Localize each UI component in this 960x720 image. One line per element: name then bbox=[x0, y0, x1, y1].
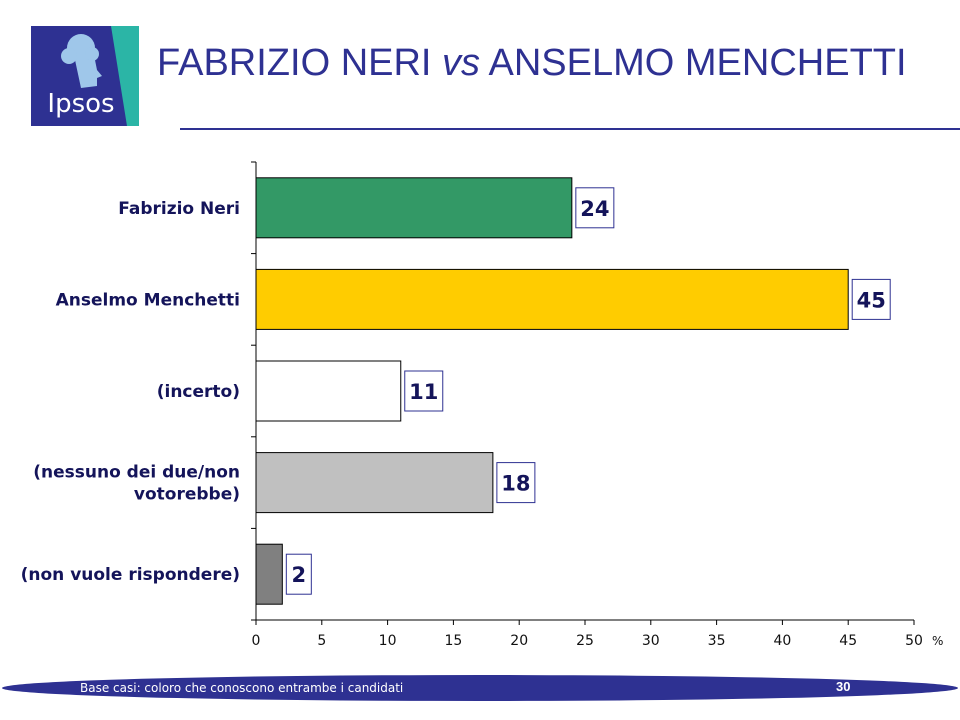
x-tick-label: 50 bbox=[905, 633, 923, 649]
category-label: (nessuno dei due/non bbox=[33, 463, 240, 483]
data-label: 45 bbox=[857, 288, 886, 312]
x-axis-unit: % bbox=[932, 634, 943, 648]
page-title: FABRIZIO NERI vs ANSELMO MENCHETTI bbox=[157, 40, 907, 86]
category-label: votorebbe) bbox=[134, 485, 240, 505]
x-tick-label: 40 bbox=[773, 633, 791, 649]
data-label-box bbox=[404, 370, 444, 412]
title-underline bbox=[180, 128, 960, 130]
data-label-box bbox=[496, 462, 536, 504]
footer-band bbox=[2, 675, 958, 701]
x-tick-label: 10 bbox=[379, 633, 397, 649]
bar bbox=[255, 452, 494, 514]
footer-ellipse bbox=[2, 675, 958, 701]
bar bbox=[255, 177, 573, 239]
bar bbox=[255, 268, 849, 330]
data-label: 24 bbox=[580, 197, 609, 221]
x-tick-label: 20 bbox=[510, 633, 528, 649]
base-note: Base casi: coloro che conoscono entrambe… bbox=[80, 681, 404, 695]
x-tick-label: 45 bbox=[839, 633, 857, 649]
x-tick-label: 35 bbox=[708, 633, 726, 649]
bar-chart: 0 5 10 15 20 25 30 35 40 45 50 % Fabrizio Neri 24 Anse… bbox=[21, 161, 943, 649]
category-label: (non vuole rispondere) bbox=[21, 565, 240, 585]
category-label: Fabrizio Neri bbox=[118, 199, 240, 219]
category-label: (incerto) bbox=[157, 382, 240, 402]
x-tick-label: 5 bbox=[317, 633, 326, 649]
head-profile-icon bbox=[61, 34, 102, 88]
bar bbox=[255, 543, 283, 605]
data-label: 2 bbox=[292, 563, 307, 587]
x-tick-label: 25 bbox=[576, 633, 594, 649]
title-part-2: ANSELMO MENCHETTI bbox=[480, 42, 907, 84]
data-label: 11 bbox=[409, 380, 438, 404]
category-label: Anselmo Menchetti bbox=[56, 290, 240, 310]
data-label-box bbox=[851, 278, 891, 320]
x-tick-label: 30 bbox=[642, 633, 660, 649]
data-label-box bbox=[575, 187, 615, 229]
x-tick-label: 0 bbox=[252, 633, 261, 649]
x-tick-label: 15 bbox=[444, 633, 462, 649]
title-part-1: FABRIZIO NERI bbox=[157, 42, 443, 84]
data-label: 18 bbox=[501, 472, 530, 496]
title-vs: vs bbox=[442, 42, 481, 84]
ipsos-logo: Ipsos bbox=[31, 26, 139, 126]
page-number: 30 bbox=[836, 679, 851, 694]
logo-teal-band bbox=[111, 26, 139, 126]
data-label-box bbox=[285, 553, 312, 595]
bar bbox=[255, 360, 402, 422]
logo-text: Ipsos bbox=[47, 89, 114, 119]
